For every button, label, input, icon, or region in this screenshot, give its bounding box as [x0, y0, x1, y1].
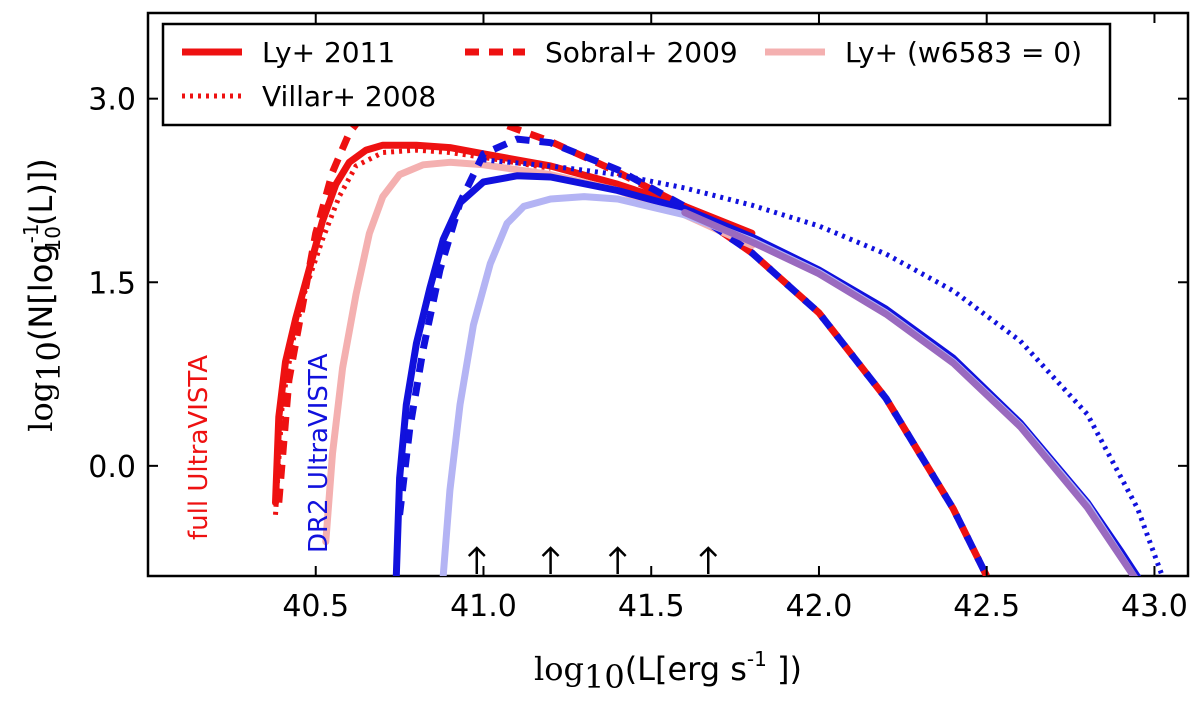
x-tick-label: 42.0 — [786, 589, 853, 624]
x-tick-label: 41.0 — [450, 589, 517, 624]
y-axis-title-suffix: (L)]) — [22, 158, 60, 226]
x-tick-label: 43.0 — [1121, 589, 1188, 624]
annotation-full-ultravista: full UltraVISTA — [184, 355, 214, 540]
y-axis-title-prefix: log — [22, 382, 60, 432]
x-tick-label: 40.5 — [282, 589, 349, 624]
x-axis-title-prefix: log — [534, 650, 584, 688]
y-axis-title-sub2: 10 — [41, 226, 65, 251]
y-axis-title-body: (N[log — [22, 243, 60, 341]
y-axis-ticks: 0.0 1.5 3.0 — [88, 83, 1188, 485]
legend: Ly+ 2011 Sobral+ 2009 Ly+ (w6583 = 0) Vi… — [161, 22, 1112, 127]
y-tick-label: 3.0 — [88, 83, 136, 118]
series-layer — [272, 98, 1165, 576]
arrow-markers — [467, 546, 718, 574]
x-axis-title: log10(L[erg s-1 ]) — [534, 647, 802, 696]
upper-limit-arrow — [699, 546, 718, 574]
legend-label-ly-w6583: Ly+ (w6583 = 0) — [845, 36, 1082, 69]
series-line-0 — [272, 141, 756, 507]
legend-label-ly2011: Ly+ 2011 — [262, 36, 395, 69]
x-axis-title-sub: 10 — [584, 658, 625, 696]
series-line-5 — [396, 135, 990, 576]
legend-label-sobral2009: Sobral+ 2009 — [545, 36, 738, 69]
y-axis-title-sub: 10 — [30, 341, 68, 382]
series-line-2 — [273, 147, 552, 515]
y-axis-title-sup: -1 — [19, 223, 43, 243]
x-axis-ticks: 40.5 41.0 41.5 42.0 42.5 43.0 — [282, 13, 1188, 624]
series-line-1 — [275, 98, 990, 576]
legend-box — [161, 22, 1112, 127]
upper-limit-arrow — [608, 546, 627, 574]
x-tick-label: 42.5 — [953, 589, 1020, 624]
x-axis-title-body: (L[erg s — [625, 650, 747, 688]
upper-limit-arrow — [467, 546, 486, 574]
x-tick-label: 41.5 — [618, 589, 685, 624]
legend-label-villar2008: Villar+ 2008 — [262, 80, 436, 113]
y-tick-label: 1.5 — [88, 266, 136, 301]
upper-limit-arrow — [541, 546, 560, 574]
y-tick-label: 0.0 — [88, 450, 136, 485]
x-axis-title-suffix: ]) — [767, 650, 802, 688]
series-line-8 — [681, 209, 1138, 576]
y-axis-title: log10(N[log-110(L)]) — [19, 158, 68, 432]
annotation-dr2-ultravista: DR2 UltraVISTA — [304, 353, 334, 553]
x-axis-title-sup: -1 — [747, 647, 767, 671]
